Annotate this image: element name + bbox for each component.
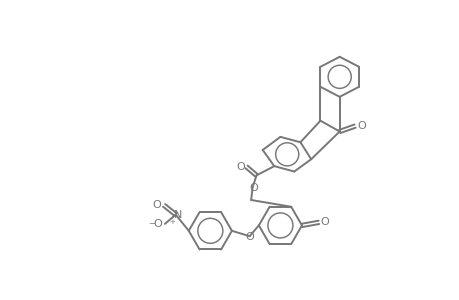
Text: −: − xyxy=(148,219,155,228)
Text: N: N xyxy=(174,210,182,220)
Text: O: O xyxy=(248,183,257,193)
Text: O: O xyxy=(245,232,253,242)
Text: O: O xyxy=(153,219,162,229)
Text: +: + xyxy=(169,219,175,225)
Text: O: O xyxy=(356,121,365,131)
Text: O: O xyxy=(152,200,161,210)
Text: O: O xyxy=(235,162,244,172)
Text: O: O xyxy=(320,217,329,227)
